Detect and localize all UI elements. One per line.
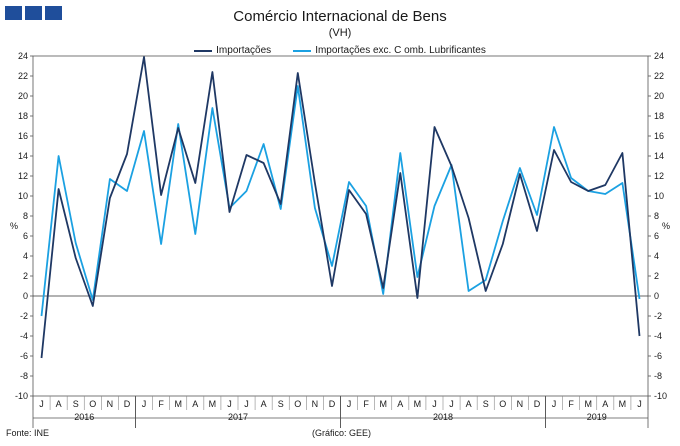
y-tick-label-right: -2 — [654, 311, 662, 321]
y-axis-label-right: % — [662, 221, 670, 231]
y-tick-label-right: 8 — [654, 211, 659, 221]
logo-block — [45, 6, 62, 20]
y-tick-label-right: 10 — [654, 191, 664, 201]
y-tick-label-left: 18 — [18, 111, 28, 121]
x-tick-label: M — [209, 399, 217, 409]
x-tick-label: A — [602, 399, 608, 409]
legend-swatch — [194, 49, 213, 52]
y-tick-label-left: 0 — [23, 291, 28, 301]
legend-swatch — [293, 49, 312, 52]
x-tick-label: F — [568, 399, 574, 409]
y-tick-label-right: -10 — [654, 391, 667, 401]
series-line — [40, 85, 641, 317]
x-tick-label: F — [363, 399, 369, 409]
y-tick-label-left: -6 — [20, 351, 28, 361]
x-tick-label: J — [227, 399, 232, 409]
y-tick-label-left: 12 — [18, 171, 28, 181]
y-tick-label-right: 16 — [654, 131, 664, 141]
y-tick-label-left: 20 — [18, 91, 28, 101]
legend-item-imports: Importações — [194, 45, 271, 56]
y-tick-label-right: -6 — [654, 351, 662, 361]
x-tick-label: J — [552, 399, 557, 409]
y-tick-label-right: -8 — [654, 371, 662, 381]
chart-subtitle: (VH) — [328, 27, 352, 39]
x-tick-label: J — [142, 399, 147, 409]
x-tick-label: J — [432, 399, 437, 409]
y-tick-label-left: 6 — [23, 231, 28, 241]
credit-note: (Gráfico: GEE) — [312, 428, 372, 438]
y-tick-label-left: -8 — [20, 371, 28, 381]
legend-label: Importações — [216, 45, 272, 56]
y-tick-label-left: 10 — [18, 191, 28, 201]
logo-block — [25, 6, 42, 20]
x-tick-label: M — [584, 399, 592, 409]
year-label: 2017 — [228, 412, 248, 422]
y-tick-label-right: 22 — [654, 71, 664, 81]
y-tick-label-left: 4 — [23, 251, 28, 261]
x-tick-label: F — [158, 399, 164, 409]
x-tick-label: O — [89, 399, 96, 409]
y-tick-label-left: -2 — [20, 311, 28, 321]
y-tick-label-left: 2 — [23, 271, 28, 281]
year-label: 2019 — [587, 412, 607, 422]
x-tick-label: S — [73, 399, 79, 409]
x-tick-label: N — [312, 399, 319, 409]
y-tick-label-right: -4 — [654, 331, 662, 341]
y-tick-label-right: 20 — [654, 91, 664, 101]
y-tick-label-left: 14 — [18, 151, 28, 161]
y-axis-label-left: % — [10, 221, 18, 231]
x-tick-label: A — [261, 399, 267, 409]
y-tick-label-left: 24 — [18, 51, 28, 61]
y-tick-label-right: 14 — [654, 151, 664, 161]
x-tick-label: A — [56, 399, 62, 409]
series-line — [40, 56, 641, 359]
y-tick-label-left: -10 — [15, 391, 28, 401]
y-tick-label-right: 6 — [654, 231, 659, 241]
x-tick-label: O — [499, 399, 506, 409]
source-note: Fonte: INE — [6, 428, 50, 438]
x-tick-label: M — [174, 399, 182, 409]
logo — [5, 6, 62, 20]
x-tick-label: J — [637, 399, 642, 409]
year-label: 2016 — [74, 412, 94, 422]
x-tick-label: D — [124, 399, 131, 409]
legend-item-imports-excl-fuel: Importações exc. C omb. Lubrificantes — [293, 45, 486, 56]
y-tick-label-right: 24 — [654, 51, 664, 61]
x-tick-label: J — [347, 399, 352, 409]
x-tick-label: J — [449, 399, 454, 409]
x-tick-label: S — [483, 399, 489, 409]
y-tick-label-left: -4 — [20, 331, 28, 341]
y-tick-label-right: 12 — [654, 171, 664, 181]
y-tick-label-right: 18 — [654, 111, 664, 121]
x-tick-label: J — [39, 399, 44, 409]
x-tick-label: A — [397, 399, 403, 409]
x-tick-label: J — [244, 399, 249, 409]
x-tick-label: M — [379, 399, 387, 409]
x-tick-label: N — [517, 399, 524, 409]
y-tick-label-right: 0 — [654, 291, 659, 301]
chart-title: Comércio Internacional de Bens — [233, 8, 447, 25]
x-tick-label: D — [329, 399, 336, 409]
y-tick-label-left: 22 — [18, 71, 28, 81]
legend: Importações Importações exc. C omb. Lubr… — [0, 45, 680, 56]
x-tick-label: A — [466, 399, 472, 409]
y-tick-label-left: 16 — [18, 131, 28, 141]
y-tick-label-left: 8 — [23, 211, 28, 221]
year-label: 2018 — [433, 412, 453, 422]
x-tick-label: M — [619, 399, 627, 409]
logo-block — [5, 6, 22, 20]
legend-label: Importações exc. C omb. Lubrificantes — [315, 45, 486, 56]
x-tick-label: M — [414, 399, 422, 409]
x-tick-label: D — [534, 399, 541, 409]
x-tick-label: N — [107, 399, 114, 409]
x-tick-label: S — [278, 399, 284, 409]
x-tick-label: O — [294, 399, 301, 409]
x-tick-label: A — [192, 399, 198, 409]
y-tick-label-right: 4 — [654, 251, 659, 261]
y-tick-label-right: 2 — [654, 271, 659, 281]
